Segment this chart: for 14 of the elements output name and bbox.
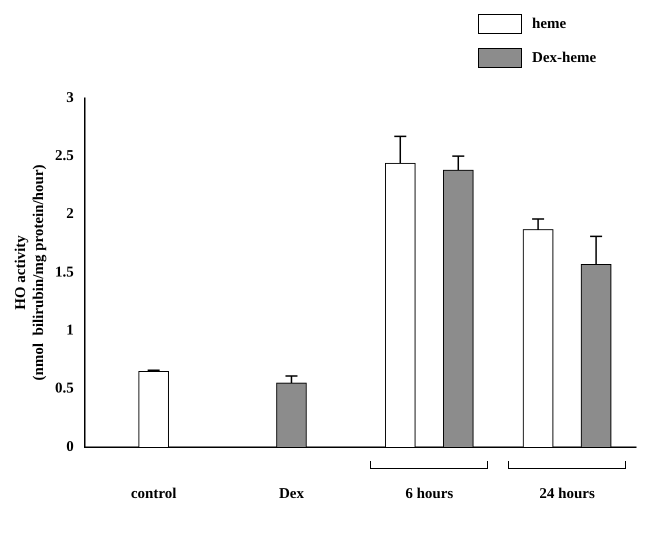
legend-label: Dex-heme <box>532 50 596 66</box>
y-axis-title: HO activity (nmol bilirubin/mg protein/hour) <box>12 164 47 381</box>
y-tick-label: 3 <box>66 90 74 106</box>
x-tick-label: control <box>130 486 176 502</box>
y-tick-label: 0.5 <box>55 380 74 397</box>
legend-label: heme <box>532 16 566 32</box>
y-tick-label: 2.5 <box>55 148 74 164</box>
y-tick-label: 2 <box>66 206 74 222</box>
x-tick-label: 24 hours <box>539 486 595 502</box>
x-tick-label: 6 hours <box>405 486 454 502</box>
x-tick-label: Dex <box>278 486 304 502</box>
y-tick-label: 1.5 <box>55 264 74 280</box>
y-tick-label: 1 <box>66 322 74 339</box>
y-tick-label: 0 <box>66 438 74 455</box>
